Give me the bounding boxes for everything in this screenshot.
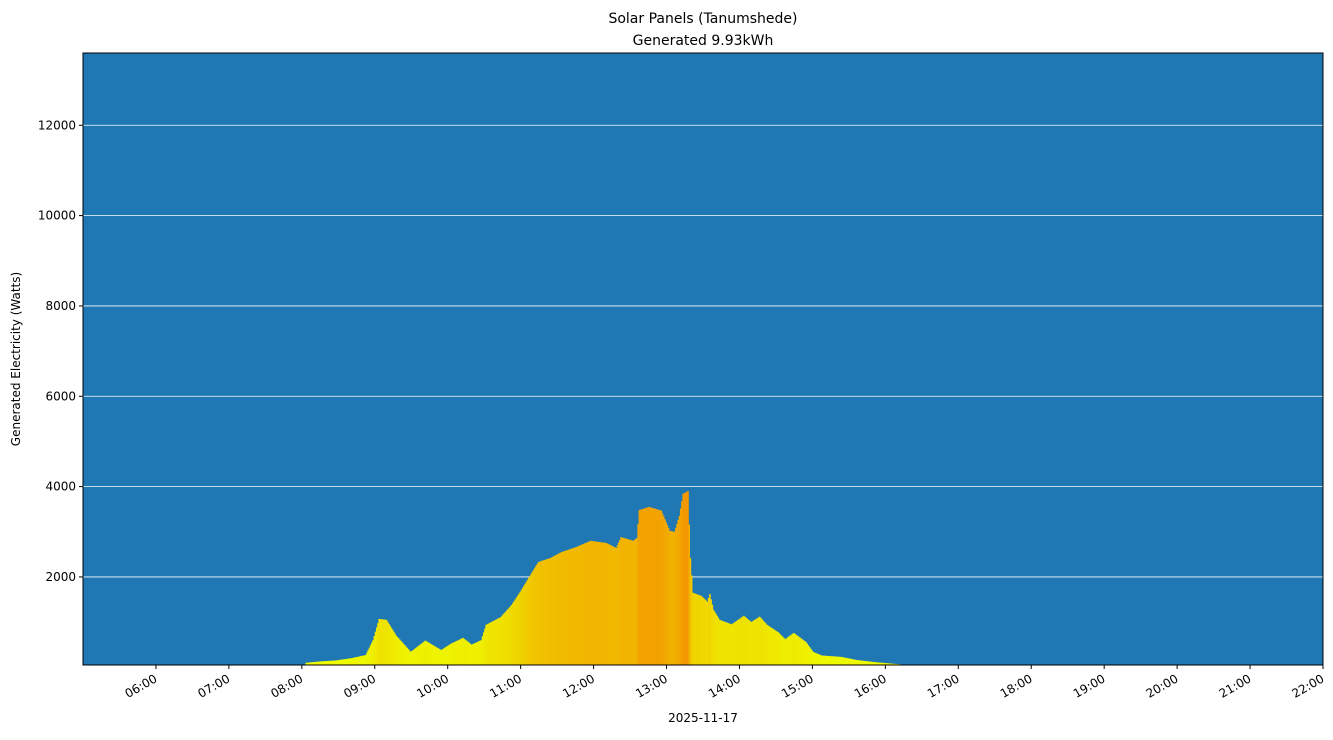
y-axis-label: Generated Electricity (Watts) <box>9 272 23 446</box>
x-tick-label: 06:00 <box>122 671 159 700</box>
x-tick-label: 08:00 <box>268 671 305 700</box>
x-tick-label: 07:00 <box>195 671 232 700</box>
x-tick-label: 22:00 <box>1290 671 1327 700</box>
y-tick-label: 10000 <box>38 209 76 223</box>
x-tick-label: 15:00 <box>779 671 816 700</box>
plot-background <box>83 53 1323 665</box>
y-tick-label: 2000 <box>45 570 76 584</box>
x-tick-label: 16:00 <box>852 671 889 700</box>
x-tick-label: 10:00 <box>414 671 451 700</box>
x-tick-label: 19:00 <box>1071 671 1108 700</box>
y-tick-label: 8000 <box>45 299 76 313</box>
x-tick-label: 20:00 <box>1144 671 1181 700</box>
x-tick-label: 14:00 <box>706 671 743 700</box>
x-axis-label: 2025-11-17 <box>668 711 738 725</box>
x-tick-label: 18:00 <box>998 671 1035 700</box>
x-tick-label: 21:00 <box>1217 671 1254 700</box>
chart-title: Solar Panels (Tanumshede) <box>608 11 797 27</box>
y-tick-label: 6000 <box>45 389 76 403</box>
y-tick-label: 4000 <box>45 480 76 494</box>
chart-subtitle: Generated 9.93kWh <box>633 33 774 49</box>
x-tick-label: 12:00 <box>560 671 597 700</box>
x-tick-label: 11:00 <box>487 671 524 700</box>
x-tick-label: 13:00 <box>633 671 670 700</box>
x-tick-label: 09:00 <box>341 671 378 700</box>
x-tick-label: 17:00 <box>925 671 962 700</box>
y-tick-label: 12000 <box>38 118 76 132</box>
